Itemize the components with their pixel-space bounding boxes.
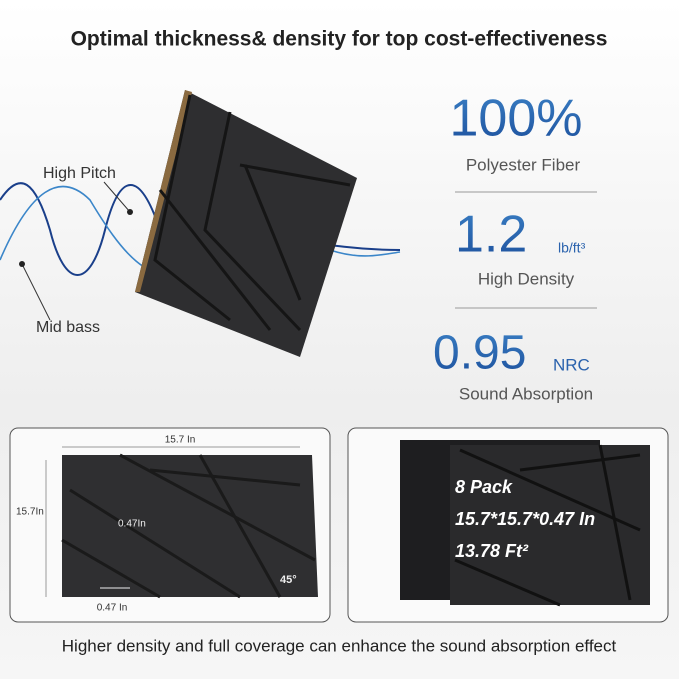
stat-value: 100% xyxy=(450,90,583,148)
mid-bass-label: Mid bass xyxy=(36,319,100,336)
width-label: 15.7 In xyxy=(165,435,196,446)
pointer-line xyxy=(103,181,131,213)
pointer-line xyxy=(21,263,51,321)
pack-area: 13.78 Ft² xyxy=(455,541,529,561)
stat-unit: lb/ft³ xyxy=(558,240,586,256)
title: Optimal thickness& density for top cost-… xyxy=(71,28,608,51)
pointer-dot xyxy=(127,209,133,215)
stat-label: Sound Absorption xyxy=(459,384,593,403)
panel-grooves xyxy=(61,453,316,599)
angle-label: 45° xyxy=(280,574,297,586)
footer-text: Higher density and full coverage can enh… xyxy=(62,636,617,655)
thickness-label: 0.47 In xyxy=(97,603,128,614)
high-pitch-label: High Pitch xyxy=(43,165,116,182)
height-label: 15.7In xyxy=(16,507,44,518)
pack-size: 15.7*15.7*0.47 In xyxy=(455,509,595,529)
stat-unit: NRC xyxy=(553,355,590,374)
stat-label: Polyester Fiber xyxy=(466,155,581,174)
stat-value: 0.95 xyxy=(433,327,526,380)
pack-count: 8 Pack xyxy=(455,477,513,497)
pointer-dot xyxy=(19,261,25,267)
groove-label: 0.47In xyxy=(118,519,146,530)
stat-value: 1.2 xyxy=(455,206,527,264)
panel-grooves xyxy=(454,444,641,607)
acoustic-panel xyxy=(135,90,357,357)
stat-label: High Density xyxy=(478,269,575,288)
panel-front xyxy=(62,455,318,597)
